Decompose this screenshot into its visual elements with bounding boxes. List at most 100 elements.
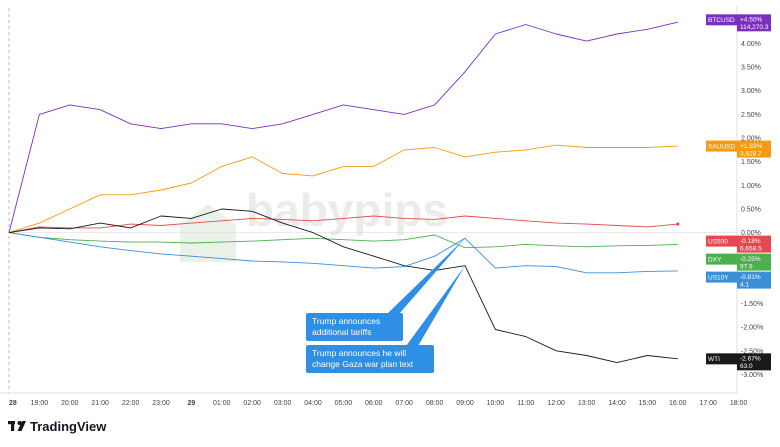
y-tick-label: 2.50% [741,112,761,119]
watermark-house-icon [180,204,236,262]
y-tick-label: 3.50% [741,65,761,72]
y-tick-label: -2.50% [741,348,763,355]
x-tick-label: 05:00 [335,400,353,407]
y-tick-label: 2.00% [741,136,761,143]
callout-line-1: Trump announces he will [312,348,406,358]
symbol-label: WTI [708,356,720,363]
x-tick-label: 23:00 [152,400,170,407]
price-tag-xauusd: XAUUSD +1.83%3,828.7 [706,140,771,158]
x-tick-label: 12:00 [547,400,565,407]
symbol-label: BTCUSD [708,17,735,24]
x-tick-label: 10:00 [487,400,505,407]
y-tick-label: 3.00% [741,88,761,95]
price-label: 63.0 [740,363,753,370]
x-tick-label: 21:00 [91,400,109,407]
value-tag-bg [737,271,771,289]
price-label: 97.9 [740,263,753,270]
series-end-marker [676,222,680,226]
series-line-wti [8,208,678,364]
x-tick-label: 14:00 [608,400,626,407]
tradingview-logo[interactable]: TradingView [8,419,107,434]
value-tag-bg [737,235,771,253]
y-tick-label: 1.00% [741,183,761,190]
change-label: -0.81% [740,274,761,281]
y-tick-label: 1.50% [741,159,761,166]
x-tick-label: 08:00 [426,400,444,407]
x-tick-label: 09:00 [456,400,474,407]
x-tick-label: 06:00 [365,400,383,407]
symbol-tag-bg [706,271,737,283]
series-line-xauusd [8,144,678,234]
change-label: +4.50% [740,17,762,24]
y-tick-label: 0.00% [741,230,761,237]
price-tag-btcusd: BTCUSD +4.50%114,270.3 [706,14,771,32]
symbol-label: DXY [708,256,722,263]
price-tag-wti: WTI -2.67%63.0 [706,353,771,371]
x-tick-label: 28 [9,400,17,407]
symbol-tag-bg [706,14,737,26]
x-axis-ticks: 28 19:00 20:00 21:00 22:00 23:00 29 01:00 02:00 0… [9,400,747,407]
watermark: babypips [180,184,448,262]
change-label: +1.83% [740,143,762,150]
value-tag-bg [737,140,771,158]
series-lines [8,21,680,364]
price-tags: BTCUSD +4.50%114,270.3 XAUUSD +1.83%3,828.7… [706,14,771,371]
y-tick-label: 4.00% [741,41,761,48]
price-label: 4.1 [740,281,749,288]
callout-line-2: additional tariffs [312,327,371,337]
change-label: -2.67% [740,356,761,363]
x-tick-label: 07:00 [395,400,413,407]
x-tick-label: 22:00 [122,400,140,407]
series-line-dxy [8,232,678,249]
price-label: 114,270.3 [740,24,769,31]
change-label: -0.18% [740,238,761,245]
symbol-label: US10Y [708,274,729,281]
y-axis-ticks: 4.50%4.00%3.50%3.00%2.50%2.00%1.50%1.00%… [741,17,763,379]
x-tick-label: 16:00 [669,400,687,407]
value-tag-bg [737,353,771,371]
price-tag-us10y: US10Y -0.81%4.1 [706,271,771,289]
x-tick-label: 03:00 [274,400,292,407]
x-tick-label: 11:00 [517,400,534,407]
y-tick-label: -3.00% [741,372,763,379]
x-tick-label: 04:00 [304,400,322,407]
series-line-us500 [8,215,678,234]
x-tick-label: 17:00 [699,400,717,407]
symbol-tag-bg [706,253,737,265]
value-tag-bg [737,253,771,271]
x-tick-label: 19:00 [31,400,49,407]
price-label: 3,828.7 [740,150,762,157]
y-tick-label: -1.50% [741,301,763,308]
callout-line-2: change Gaza war plan text [312,359,414,369]
callout-pointer [387,238,465,314]
symbol-label: US500 [708,238,728,245]
x-tick-label: 18:00 [730,400,748,407]
x-tick-label: 01:00 [213,400,231,407]
callout-line-1: Trump announces [312,316,380,326]
x-tick-label: 20:00 [61,400,79,407]
x-tick-label: 13:00 [578,400,596,407]
tradingview-logo-text: TradingView [30,419,107,434]
x-tick-label: 02:00 [243,400,261,407]
callout-box [306,345,434,373]
value-tag-bg [737,14,771,32]
x-tick-label: 29 [188,400,196,407]
series-line-btcusd [8,21,678,233]
symbol-tag-bg [706,353,737,365]
callout-box [306,313,403,341]
x-tick-label: 15:00 [639,400,657,407]
price-tag-dxy: DXY -0.25%97.9 [706,253,771,271]
price-label: 6,658.5 [740,245,762,252]
symbol-tag-bg [706,140,737,152]
symbol-label: XAUUSD [708,143,735,150]
tradingview-icon [8,421,26,431]
callout-pointer [406,265,465,346]
watermark-text: babypips [246,184,448,236]
price-tag-us500: US500 -0.18%6,658.5 [706,235,771,253]
change-label: -0.25% [740,256,761,263]
series-line-us10y [8,232,678,274]
